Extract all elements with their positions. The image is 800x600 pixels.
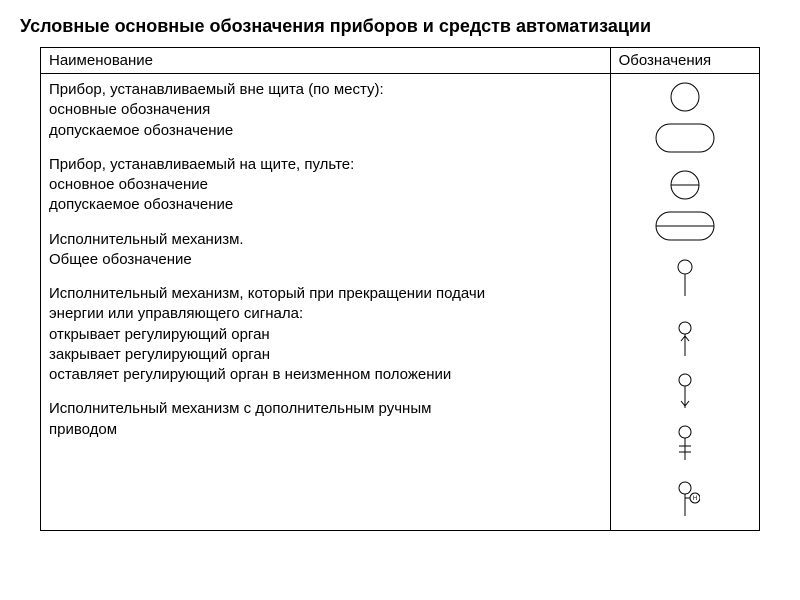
col-header-name: Наименование	[41, 48, 611, 74]
text-line: Прибор, устанавливаемый вне щита (по мес…	[49, 80, 602, 100]
text-line: Исполнительный механизм, который при пре…	[49, 284, 602, 304]
page-title: Условные основные обозначения приборов и…	[20, 16, 780, 37]
page: Условные основные обозначения приборов и…	[0, 0, 800, 547]
text-block: Прибор, устанавливаемый на щите, пульте:…	[49, 155, 602, 216]
text-line: основное обозначение	[49, 175, 602, 195]
symbols-table: Наименование Обозначения Прибор, устанав…	[40, 47, 760, 531]
text-line: энергии или управляющего сигнала:	[49, 304, 602, 324]
actuator-close-icon	[670, 370, 700, 416]
rounded-rect-divided-icon	[650, 206, 720, 246]
svg-text:H: H	[693, 496, 697, 502]
text-block: Исполнительный механизм, который при пре…	[49, 284, 602, 385]
text-block: Исполнительный механизм.Общее обозначени…	[49, 230, 602, 271]
text-line: Прибор, устанавливаемый на щите, пульте:	[49, 155, 602, 175]
text-line: открывает регулирующий орган	[49, 325, 602, 345]
text-line: основные обозначения	[49, 100, 602, 120]
text-line: Исполнительный механизм с дополнительным…	[49, 399, 602, 419]
rounded-rect-plain-icon	[650, 118, 720, 158]
text-line: Исполнительный механизм.	[49, 230, 602, 250]
circle-plain-icon	[655, 80, 715, 114]
text-line: приводом	[49, 420, 602, 440]
actuator-hold-icon	[670, 422, 700, 468]
table-row: Прибор, устанавливаемый вне щита (по мес…	[41, 74, 760, 531]
text-block: Исполнительный механизм с дополнительным…	[49, 399, 602, 440]
col-header-symbol: Обозначения	[610, 48, 759, 74]
text-line: допускаемое обозначение	[49, 121, 602, 141]
text-line: допускаемое обозначение	[49, 195, 602, 215]
text-line: закрывает регулирующий орган	[49, 345, 602, 365]
actuator-open-icon	[670, 318, 700, 364]
text-line: Общее обозначение	[49, 250, 602, 270]
actuator-plain-icon	[670, 256, 700, 304]
cell-symbols: H	[610, 74, 759, 531]
circle-h-divided-icon	[655, 168, 715, 202]
text-line: оставляет регулирующий орган в неизменно…	[49, 365, 602, 385]
actuator-hand-icon: H	[670, 478, 700, 524]
text-block: Прибор, устанавливаемый вне щита (по мес…	[49, 80, 602, 141]
cell-names: Прибор, устанавливаемый вне щита (по мес…	[41, 74, 611, 531]
